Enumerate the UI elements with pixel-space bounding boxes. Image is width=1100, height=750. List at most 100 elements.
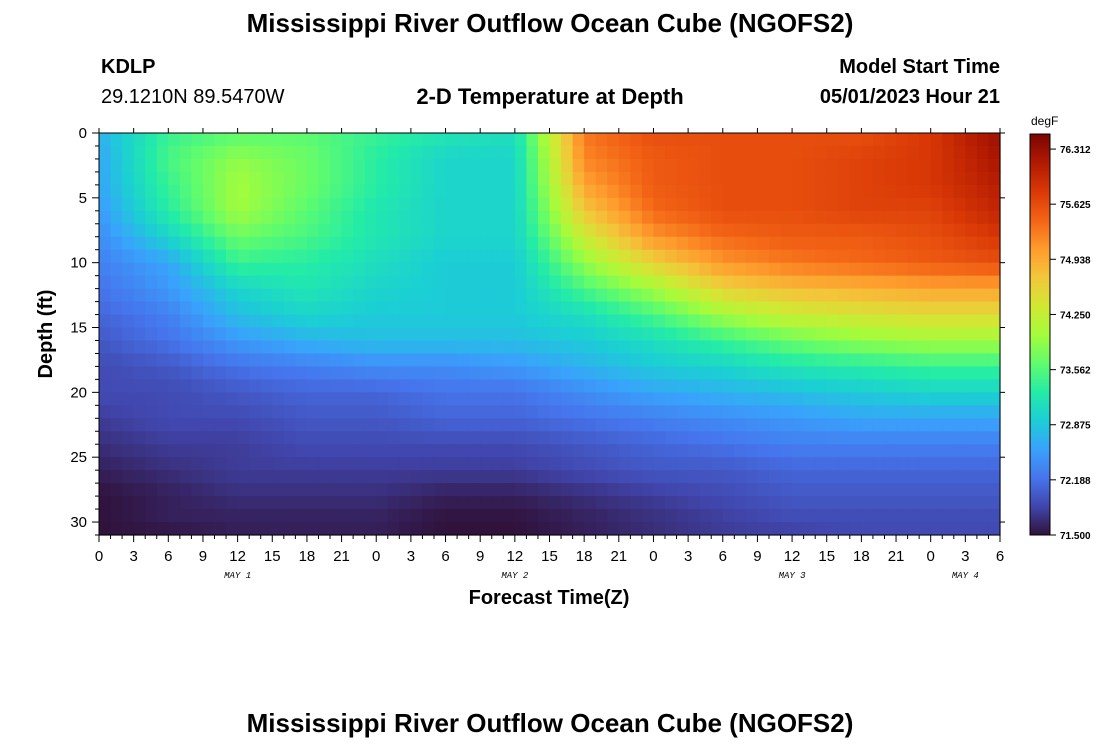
heatmap-cell [665, 444, 678, 458]
heatmap-cell [861, 470, 874, 484]
heatmap-cell [745, 340, 759, 355]
heatmap-cell [757, 496, 770, 510]
heatmap-cell [815, 301, 828, 316]
heatmap-cell [815, 457, 828, 471]
heatmap-cell [884, 509, 897, 523]
heatmap-cell [260, 496, 273, 510]
heatmap-cell [688, 210, 701, 225]
heatmap-cell [480, 470, 493, 484]
heatmap-cell [618, 249, 631, 264]
heatmap-cell [364, 340, 377, 355]
heatmap-cell [99, 288, 112, 303]
heatmap-cell [202, 145, 216, 160]
heatmap-cell [757, 210, 770, 225]
heatmap-cell [780, 236, 793, 251]
heatmap-cell [422, 496, 435, 510]
heatmap-cell [584, 366, 597, 380]
heatmap-cell [896, 275, 909, 290]
heatmap-cell [526, 314, 539, 329]
heatmap-cell [480, 249, 493, 264]
heatmap-cell [780, 210, 793, 225]
heatmap-cell [214, 223, 227, 238]
heatmap-cell [549, 379, 562, 393]
heatmap-cell [503, 509, 516, 523]
heatmap-cell [272, 133, 285, 147]
heatmap-cell [930, 223, 943, 238]
heatmap-cell [861, 158, 874, 173]
heatmap-cell [526, 145, 539, 160]
heatmap-cell [272, 301, 285, 316]
heatmap-cell [376, 444, 389, 458]
heatmap-cell [953, 431, 966, 445]
heatmap-cell [688, 522, 701, 536]
heatmap-cell [376, 457, 389, 471]
heatmap-cell [965, 210, 978, 225]
heatmap-cell [283, 314, 296, 329]
heatmap-cell [595, 262, 608, 277]
heatmap-cell [803, 327, 816, 342]
heatmap-cell [930, 184, 943, 199]
heatmap-cell [364, 431, 377, 445]
heatmap-cell [976, 431, 990, 445]
heatmap-cell [572, 457, 585, 471]
heatmap-cell [965, 133, 978, 147]
heatmap-cell [422, 353, 435, 368]
heatmap-cell [99, 184, 112, 199]
heatmap-cell [399, 171, 412, 186]
heatmap-cell [364, 223, 377, 238]
heatmap-cell [295, 262, 308, 277]
heatmap-cell [514, 444, 527, 458]
heatmap-cell [214, 522, 227, 536]
heatmap-cell [607, 223, 620, 238]
heatmap-cell [965, 522, 978, 536]
heatmap-cell [480, 457, 493, 471]
heatmap-cell [595, 353, 608, 368]
heatmap-cell [99, 366, 112, 380]
heatmap-cell [572, 379, 585, 393]
heatmap-cell [618, 314, 631, 329]
heatmap-cell [676, 275, 689, 290]
heatmap-cell [826, 301, 839, 316]
heatmap-cell [214, 405, 227, 419]
heatmap-cell [457, 133, 470, 147]
heatmap-cell [757, 145, 770, 160]
heatmap-cell [353, 444, 366, 458]
heatmap-cell [537, 158, 551, 173]
heatmap-cell [330, 418, 343, 432]
heatmap-cell [179, 275, 193, 290]
heatmap-cell [953, 522, 966, 536]
heatmap-cell [237, 275, 250, 290]
heatmap-cell [457, 171, 470, 186]
heatmap-cell [503, 392, 516, 406]
heatmap-cell [422, 405, 435, 419]
heatmap-cell [110, 431, 123, 445]
heatmap-cell [133, 483, 146, 497]
heatmap-cell [353, 171, 366, 186]
heatmap-cell [884, 483, 897, 497]
heatmap-cell [595, 145, 608, 160]
heatmap-cell [803, 171, 816, 186]
heatmap-cell [549, 457, 562, 471]
heatmap-cell [353, 133, 366, 147]
heatmap-cell [503, 288, 516, 303]
heatmap-cell [214, 236, 227, 251]
heatmap-cell [792, 392, 805, 406]
heatmap-cell [884, 249, 897, 264]
heatmap-cell [399, 483, 412, 497]
heatmap-cell [457, 340, 470, 355]
heatmap-cell [561, 171, 574, 186]
heatmap-cell [803, 275, 816, 290]
heatmap-cell [942, 379, 955, 393]
heatmap-cell [976, 223, 990, 238]
heatmap-cell [422, 392, 435, 406]
heatmap-cell [641, 210, 655, 225]
heatmap-cell [480, 340, 493, 355]
heatmap-cell [896, 133, 909, 147]
heatmap-cell [595, 522, 608, 536]
heatmap-cell [202, 353, 216, 368]
heatmap-cell [861, 301, 874, 316]
heatmap-cell [260, 431, 273, 445]
heatmap-cell [179, 262, 193, 277]
heatmap-cell [214, 145, 227, 160]
heatmap-cell [410, 236, 424, 251]
